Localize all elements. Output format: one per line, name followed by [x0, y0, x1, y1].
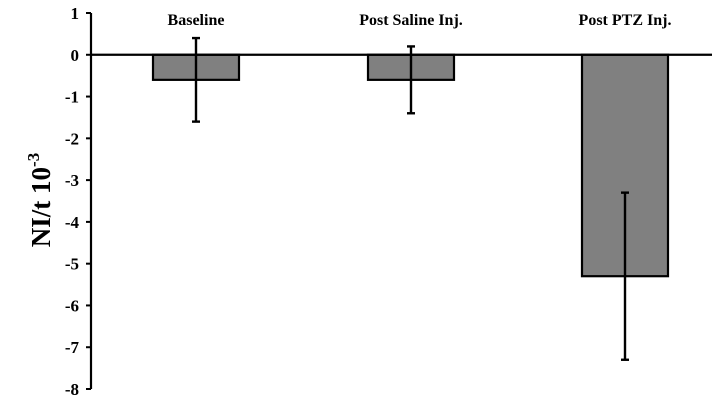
category-label-0: Baseline — [168, 12, 225, 29]
labels-layer: 1 0 -1 -2 -3 -4 -5 -6 -7 -8 Baseline Post Saline In… — [65, 4, 672, 399]
y-tick-label-2: -1 — [65, 88, 79, 107]
y-tick-label-4: -3 — [65, 171, 79, 190]
y-tick-label-6: -5 — [65, 255, 79, 274]
y-tick-label-8: -7 — [65, 338, 80, 357]
y-tick-label-1: 0 — [71, 46, 80, 65]
y-tick-label-3: -2 — [65, 129, 79, 148]
axes-layer — [86, 12, 712, 390]
category-label-1: Post Saline Inj. — [359, 12, 463, 29]
y-tick-label-5: -4 — [65, 213, 80, 232]
category-label-2: Post PTZ Inj. — [579, 12, 672, 29]
y-tick-label-0: 1 — [71, 4, 80, 23]
error-bars-layer — [192, 36, 629, 361]
y-axis-title: NI/t 10-3 — [24, 153, 56, 247]
y-tick-label-7: -6 — [65, 296, 79, 315]
y-axis-title-main: NI/t 10 — [26, 167, 56, 247]
y-tick-label-9: -8 — [65, 380, 79, 399]
y-axis-title-exponent: -3 — [24, 153, 43, 167]
